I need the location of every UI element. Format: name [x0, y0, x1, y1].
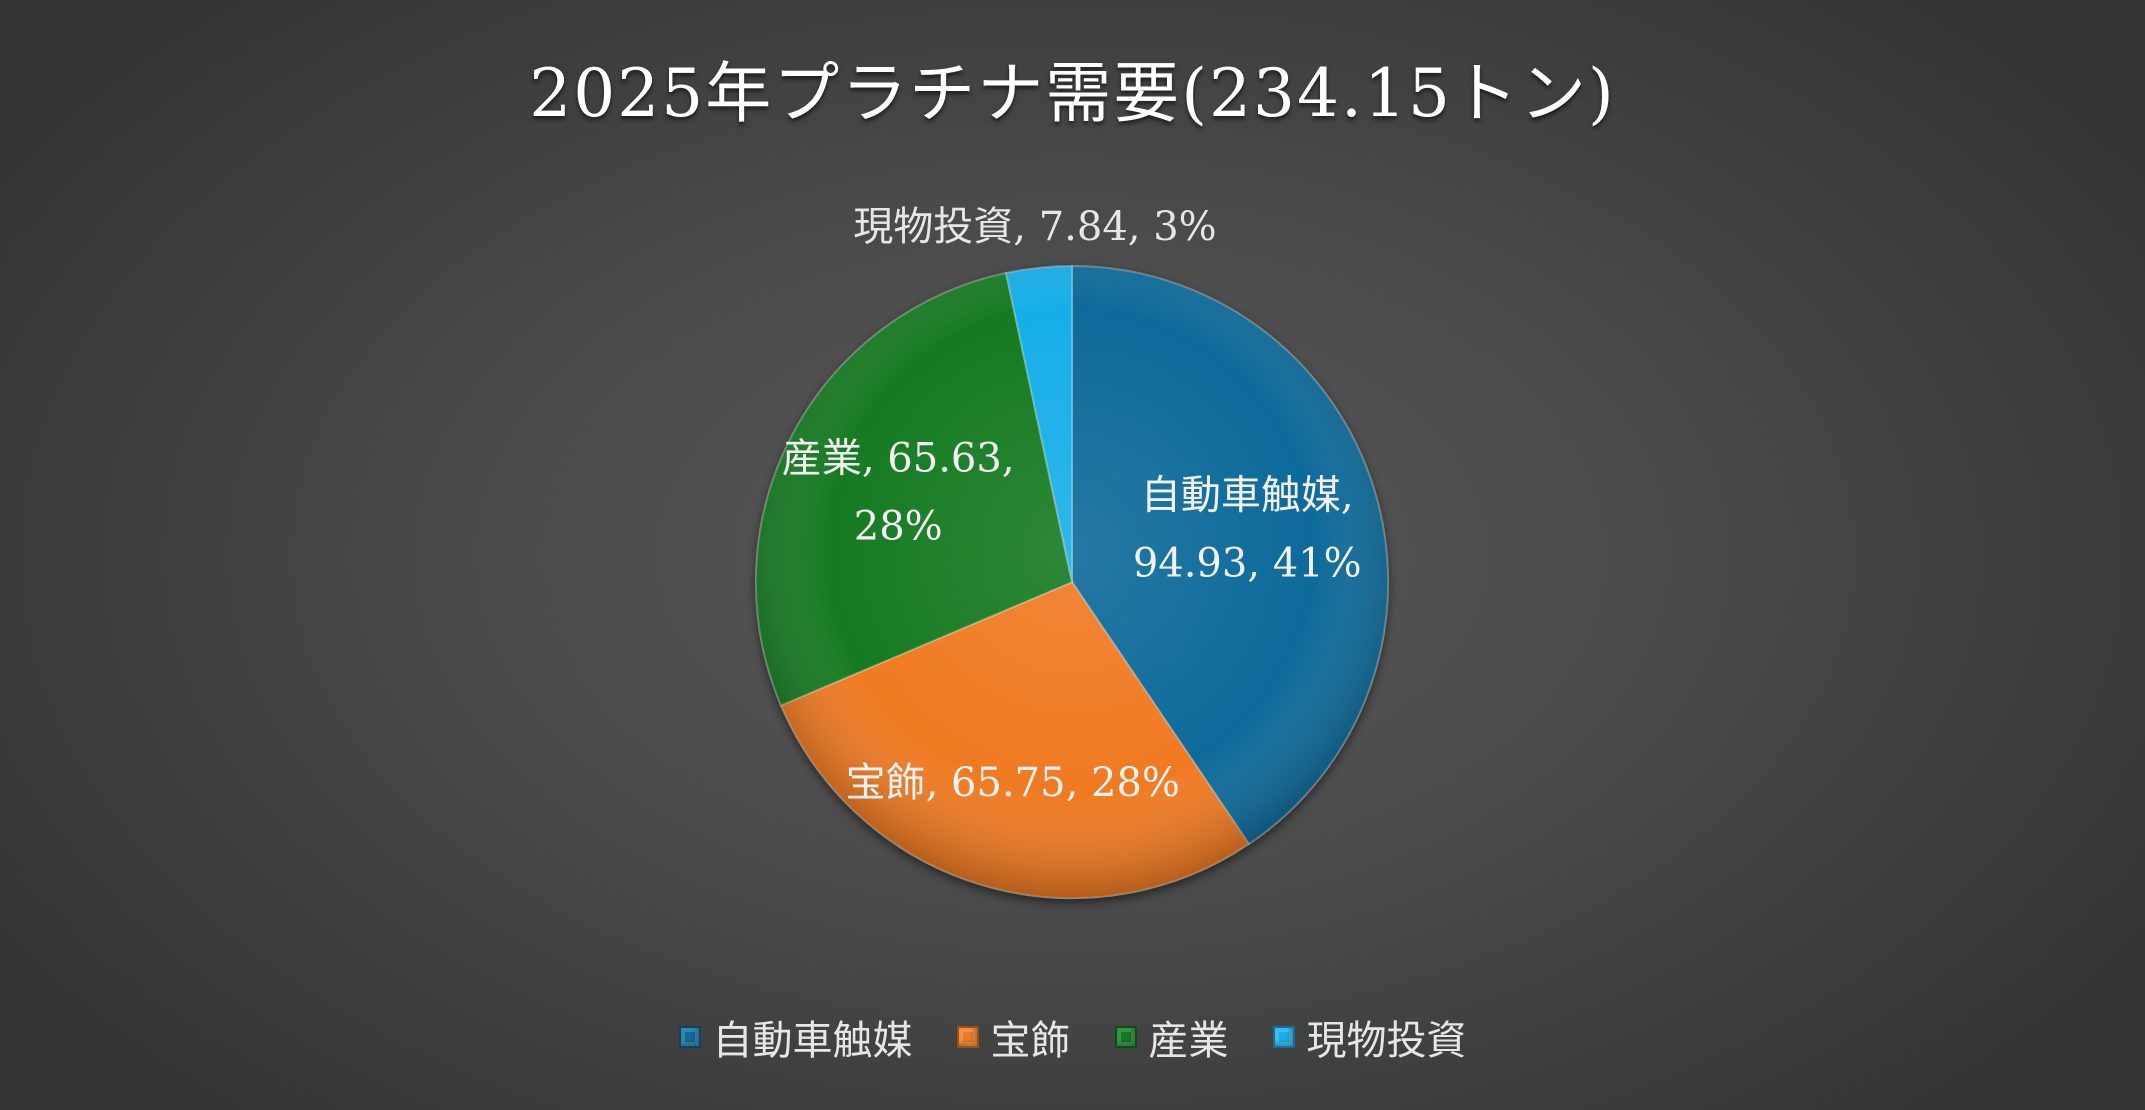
legend-label: 宝飾 [990, 1018, 1071, 1064]
data-label-1: 自動車触媒, 94.93, 41% [1133, 472, 1362, 586]
data-label-line: 94.93, 41% [1133, 540, 1362, 586]
data-label-line: 現物投資, 7.84, 3% [853, 204, 1216, 250]
data-labels: 自動車触媒, 94.93, 41% 宝飾, 65.75, 28% 産業, 65.63,… [782, 204, 1362, 806]
data-label-line: 産業, 65.63, [782, 436, 1015, 482]
legend-label: 自動車触媒 [712, 1018, 913, 1064]
legend-label: 現物投資 [1306, 1018, 1467, 1064]
data-label-4: 現物投資, 7.84, 3% [853, 204, 1216, 250]
legend-item-1: 自動車触媒 [678, 1008, 913, 1066]
legend-swatch [1272, 1026, 1295, 1048]
data-label-2: 宝飾, 65.75, 28% [846, 760, 1180, 806]
data-label-line: 28% [854, 504, 943, 550]
legend-label: 産業 [1148, 1018, 1229, 1064]
data-label-line: 自動車触媒, [1141, 472, 1354, 518]
legend-swatch [678, 1026, 701, 1048]
legend-item-2: 宝飾 [956, 1008, 1071, 1066]
chart-title: 2025年プラチナ需要(234.15トン) [529, 55, 1616, 132]
legend-swatch [956, 1026, 979, 1048]
legend-item-4: 現物投資 [1272, 1008, 1467, 1066]
legend-item-3: 産業 [1114, 1008, 1229, 1066]
data-label-line: 宝飾, 65.75, 28% [846, 760, 1180, 806]
legend: 自動車触媒 宝飾 産業 現物投資 [0, 1008, 2145, 1066]
data-label-3: 産業, 65.63, 28% [782, 436, 1015, 550]
legend-swatch [1114, 1026, 1137, 1048]
